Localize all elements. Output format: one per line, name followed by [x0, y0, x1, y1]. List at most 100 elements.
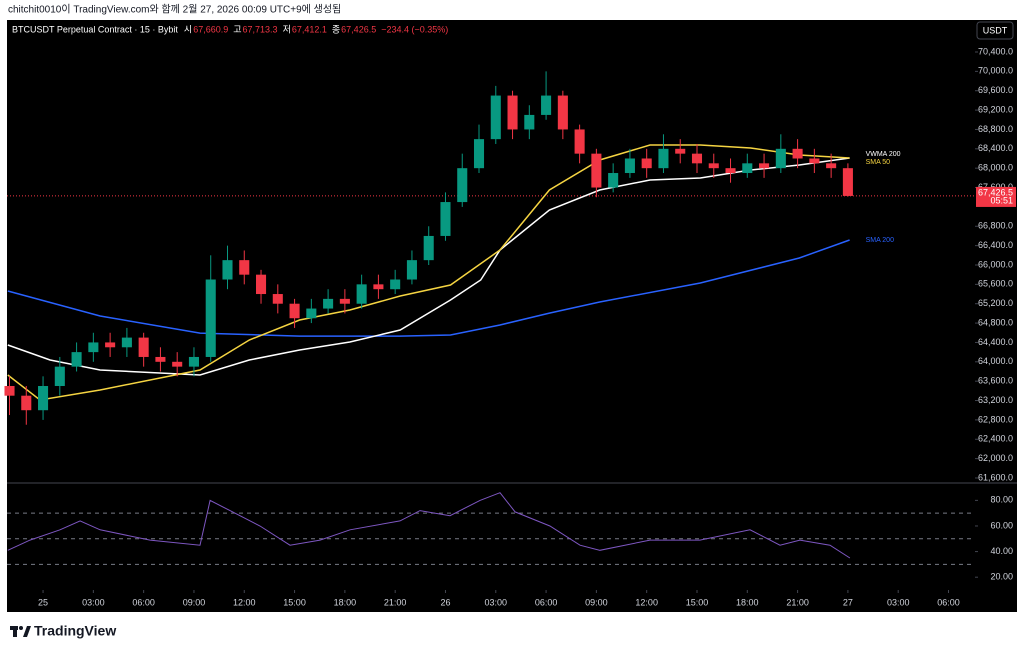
y-tick-label: 64,000.0 — [978, 356, 1013, 366]
candle-body — [423, 235, 434, 261]
candle-body — [38, 386, 49, 411]
logo-slash — [23, 626, 31, 637]
x-tick-label: 15:00 — [283, 597, 306, 607]
candle-body — [775, 148, 786, 169]
candle-body — [490, 95, 501, 140]
ohlc-label: 저 — [283, 24, 291, 34]
candle-body — [21, 395, 32, 411]
x-tick-label: 12:00 — [233, 597, 256, 607]
candle-body — [473, 139, 485, 169]
indicator-label: SMA 50 — [866, 159, 891, 166]
x-tick-label: 09:00 — [183, 597, 206, 607]
y-tick-label: 65,600.0 — [978, 279, 1013, 289]
indicator-label: SMA 200 — [866, 237, 895, 244]
rsi-line — [7, 492, 851, 559]
y-tick-label: 68,400.0 — [978, 143, 1013, 153]
x-tick-label: 26 — [440, 597, 450, 607]
candle-body — [373, 284, 384, 290]
indicator-line — [7, 144, 850, 401]
y-tick-label: 70,400.0 — [978, 46, 1013, 56]
y-tick-label: 63,600.0 — [978, 376, 1013, 386]
x-tick-label: 27 — [843, 597, 853, 607]
candle-body — [792, 148, 803, 159]
candle-body — [641, 158, 652, 169]
candle-body — [591, 153, 602, 188]
y-tick-label: 65,200.0 — [978, 298, 1013, 308]
indicator-line — [7, 239, 850, 337]
price-tag-countdown: 05:51 — [990, 195, 1013, 205]
y-tick-label: 64,400.0 — [978, 337, 1013, 347]
y-tick-label: 68,000.0 — [978, 163, 1013, 173]
y-tick-label: 69,600.0 — [978, 85, 1013, 95]
y-tick-label: 67,600.0 — [978, 182, 1013, 192]
ohlc-label: 시 — [184, 24, 192, 34]
candle-body — [323, 298, 334, 309]
candle-body — [121, 337, 132, 348]
candle-body — [675, 148, 686, 154]
logo-stem — [13, 626, 17, 637]
y-tick-label: 62,000.0 — [978, 453, 1013, 463]
candle-body — [155, 356, 166, 362]
ohlc-value: 67,426.5 — [341, 24, 376, 34]
candle-body — [205, 279, 216, 357]
currency-button[interactable] — [976, 21, 1014, 40]
x-tick-label: 18:00 — [334, 597, 357, 607]
candle-body — [507, 95, 518, 130]
legend: BTCUSDT Perpetual Contract · 15 · Bybit … — [12, 24, 448, 34]
candle-body — [54, 366, 65, 387]
x-tick-label: 15:00 — [686, 597, 709, 607]
candle-body — [339, 298, 350, 304]
candle-body — [759, 163, 770, 169]
candle-body — [658, 148, 669, 169]
y-tick-label: 62,800.0 — [978, 414, 1013, 424]
candle-body — [222, 260, 233, 280]
candle-body — [306, 308, 317, 319]
candle-body — [842, 168, 853, 196]
ohlc-label: 종 — [332, 24, 340, 34]
candle-body — [289, 303, 300, 319]
candle-body — [272, 294, 283, 304]
candle-body — [440, 202, 451, 236]
currency-label: USDT — [983, 25, 1008, 35]
candle-body — [188, 356, 199, 367]
x-tick-label: 21:00 — [786, 597, 809, 607]
candle-body — [725, 168, 736, 174]
rsi-tick-label: 60.00 — [990, 520, 1013, 530]
logo: TradingView — [10, 623, 116, 639]
candle-body — [105, 342, 116, 348]
candle-body — [256, 274, 267, 295]
candle-body — [406, 260, 417, 280]
price-tag — [976, 186, 1016, 207]
x-tick-label: 03:00 — [82, 597, 105, 607]
candle-body — [390, 279, 401, 290]
brand-name: TradingView — [34, 623, 116, 639]
rsi-tick-label: 20.00 — [990, 572, 1013, 582]
candle-body — [457, 168, 468, 203]
candle-body — [809, 158, 820, 164]
y-tick-label: 63,200.0 — [978, 395, 1013, 405]
candle-body — [524, 114, 535, 130]
change-label: −234.4 (−0.35%) — [381, 24, 448, 34]
candle-body — [691, 153, 703, 164]
y-tick-label: 70,000.0 — [978, 66, 1013, 76]
candle-body — [356, 284, 367, 304]
x-tick-label: 06:00 — [535, 597, 558, 607]
symbol-label: BTCUSDT Perpetual Contract · 15 · Bybit — [12, 24, 178, 34]
ohlc-value: 67,660.9 — [193, 24, 228, 34]
candle-body — [4, 386, 15, 396]
ohlc-value: 67,713.3 — [243, 24, 278, 34]
y-tick-label: 66,800.0 — [978, 221, 1013, 231]
x-tick-label: 09:00 — [585, 597, 608, 607]
candle-body — [541, 95, 552, 115]
x-tick-label: 12:00 — [635, 597, 658, 607]
candle-body — [88, 342, 99, 353]
candle-body — [574, 129, 585, 154]
x-tick-label: 06:00 — [132, 597, 155, 607]
x-tick-label: 25 — [38, 597, 48, 607]
x-tick-label: 21:00 — [384, 597, 407, 607]
ohlc-label: 고 — [233, 24, 241, 34]
logo-dot — [19, 626, 23, 630]
y-tick-label: 66,000.0 — [978, 259, 1013, 269]
